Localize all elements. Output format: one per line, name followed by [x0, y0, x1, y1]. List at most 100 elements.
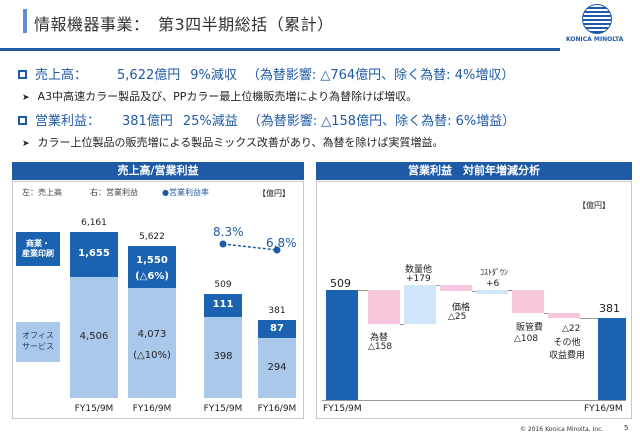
waterfall-connector: [544, 312, 548, 314]
x-tick-label: FY16/9M: [584, 404, 623, 414]
profit-bar-office: [258, 337, 296, 398]
sales-total-label: 5,622: [139, 232, 165, 243]
waterfall-step-value: △108: [514, 334, 539, 344]
x-tick-label: FY15/9M: [203, 404, 243, 414]
waterfall-step-value: △158: [368, 342, 393, 352]
margin-label: 8.3%: [213, 225, 244, 239]
arrow-bullet-icon: ➤: [22, 93, 30, 103]
bullet-sales-note: （為替影響: △764億円、除く為替: 4%増収）: [246, 68, 515, 83]
sales-printing-value-label: 1,655: [78, 248, 110, 260]
right-panel: [316, 181, 632, 419]
waterfall-bar: [512, 289, 544, 313]
legend-margin: ●営業利益率: [162, 188, 209, 197]
arrow-bullet-icon: ➤: [22, 139, 30, 149]
waterfall-axis: [322, 400, 626, 401]
waterfall-bar: [404, 285, 436, 325]
sales-bar-printing: [70, 232, 118, 277]
sub-bullet-profit: ➤ カラー上位製品の販売増による製品ミックス改善があり、為替を除けば実質増益。: [22, 134, 443, 150]
bullet-sales-label: 売上高：: [35, 68, 88, 83]
waterfall-bar: [440, 285, 472, 291]
waterfall-connector: [472, 290, 476, 292]
bullet-sales: 売上高： 5,622億円 9%減収 （為替影響: △764億円、除く為替: 4%増収）: [18, 64, 514, 83]
waterfall-total-label: 509: [330, 277, 351, 290]
bullet-sales-change: 9%減収: [190, 68, 237, 83]
header: 情報機器事業： 第3四半期総括（累計） KONICA MINOLTA: [0, 0, 640, 48]
square-bullet-icon: [18, 70, 27, 79]
sales-printing-change-label: (△6%): [135, 271, 169, 282]
sales-office-value-label: 4,073: [137, 329, 167, 341]
waterfall-step-name: 販管費: [516, 323, 544, 333]
sales-bar-office: [70, 276, 118, 398]
title-accent-bar: [23, 9, 27, 33]
segment-label-office: オフィス サービス: [16, 322, 60, 362]
profit-total-label: 509: [214, 280, 232, 290]
bullet-profit-value: 381億円: [122, 114, 173, 129]
sales-bar-printing: [128, 246, 176, 289]
waterfall-step-value: +179: [406, 274, 431, 284]
profit-bar-printing: [258, 320, 296, 338]
margin-point: [273, 246, 281, 254]
margin-label: 6.8%: [266, 236, 297, 250]
bullet-profit-label: 営業利益：: [35, 114, 101, 129]
profit-office-value-label: 294: [267, 361, 287, 373]
sales-office-change-label: (△10%): [133, 350, 171, 361]
logo-text: KONICA MINOLTA: [566, 36, 624, 43]
waterfall-connector: [580, 317, 598, 319]
bullet-profit: 営業利益： 381億円 25%減益 （為替影響: △158億円、除く為替: 6%増益）: [18, 110, 515, 129]
profit-bar-printing: [204, 294, 242, 317]
waterfall-step-name: ｺｽﾄﾀﾞｳﾝ: [480, 268, 508, 277]
profit-printing-value-label: 111: [212, 299, 234, 311]
sales-bar-office: [128, 288, 176, 398]
konica-minolta-logo-icon: [582, 4, 612, 34]
legend-left: 左：売上高: [22, 188, 62, 197]
waterfall-step-name: 数量他: [405, 265, 433, 275]
x-tick-label: FY15/9M: [74, 404, 114, 414]
margin-line: [222, 243, 278, 251]
legend-right: 右：営業利益: [90, 188, 138, 197]
segment-label-printing: 商業・ 産業印刷: [16, 232, 60, 266]
right-panel-title: 営業利益 対前年増減分析: [316, 162, 632, 180]
waterfall-bar: [476, 289, 508, 294]
waterfall-bar: [326, 290, 358, 400]
waterfall-step-value: △25: [448, 312, 467, 322]
bullet-profit-note: （為替影響: △158億円、除く為替: 6%増益）: [247, 114, 516, 129]
sales-printing-value-label: 1,550: [136, 255, 168, 267]
left-panel-title: 売上高/営業利益: [12, 162, 304, 180]
waterfall-step-value: +6: [486, 279, 500, 289]
x-tick-label: FY16/9M: [132, 404, 172, 414]
sales-total-label: 6,161: [81, 218, 107, 228]
x-tick-label: FY16/9M: [257, 404, 297, 414]
profit-bar-office: [204, 316, 242, 398]
waterfall-bar: [598, 317, 626, 400]
sales-office-value-label: 4,506: [79, 331, 109, 343]
left-unit: 【億円】: [258, 189, 290, 198]
profit-total-label: 381: [268, 306, 286, 317]
waterfall-connector: [400, 324, 404, 326]
waterfall-total-label: 381: [599, 302, 620, 315]
sub-bullet-profit-text: カラー上位製品の販売増による製品ミックス改善があり、為替を除けば実質増益。: [37, 136, 444, 149]
sub-bullet-sales: ➤ A3中高速カラー製品及び、PPカラー最上位機販売増により為替除けば増収。: [22, 88, 417, 104]
square-bullet-icon: [18, 116, 27, 125]
waterfall-connector: [436, 285, 440, 287]
x-tick-label: FY15/9M: [323, 404, 362, 414]
waterfall-step-name: 為替: [370, 333, 389, 343]
copyright: © 2016 Konica Minolta, Inc.: [520, 426, 604, 433]
page-number: 5: [624, 424, 629, 432]
right-unit: 【億円】: [578, 201, 610, 210]
waterfall-connector: [358, 290, 368, 291]
waterfall-step-name: その他 収益費用: [549, 338, 586, 361]
waterfall-step-name: 価格: [452, 303, 471, 313]
bullet-profit-change: 25%減益: [182, 114, 238, 129]
page-title: 情報機器事業： 第3四半期総括（累計）: [34, 15, 334, 34]
waterfall-connector: [508, 289, 512, 291]
margin-point: [219, 240, 227, 248]
profit-printing-value-label: 87: [270, 323, 284, 335]
waterfall-step-value: △22: [562, 324, 581, 334]
profit-office-value-label: 398: [213, 351, 233, 363]
waterfall-bar: [368, 290, 400, 325]
waterfall-bar: [548, 312, 580, 318]
margin-line-chart: [219, 240, 281, 254]
sub-bullet-sales-text: A3中高速カラー製品及び、PPカラー最上位機販売増により為替除けば増収。: [37, 90, 418, 103]
header-divider: [0, 48, 560, 51]
bullet-sales-value: 5,622億円: [117, 68, 181, 83]
